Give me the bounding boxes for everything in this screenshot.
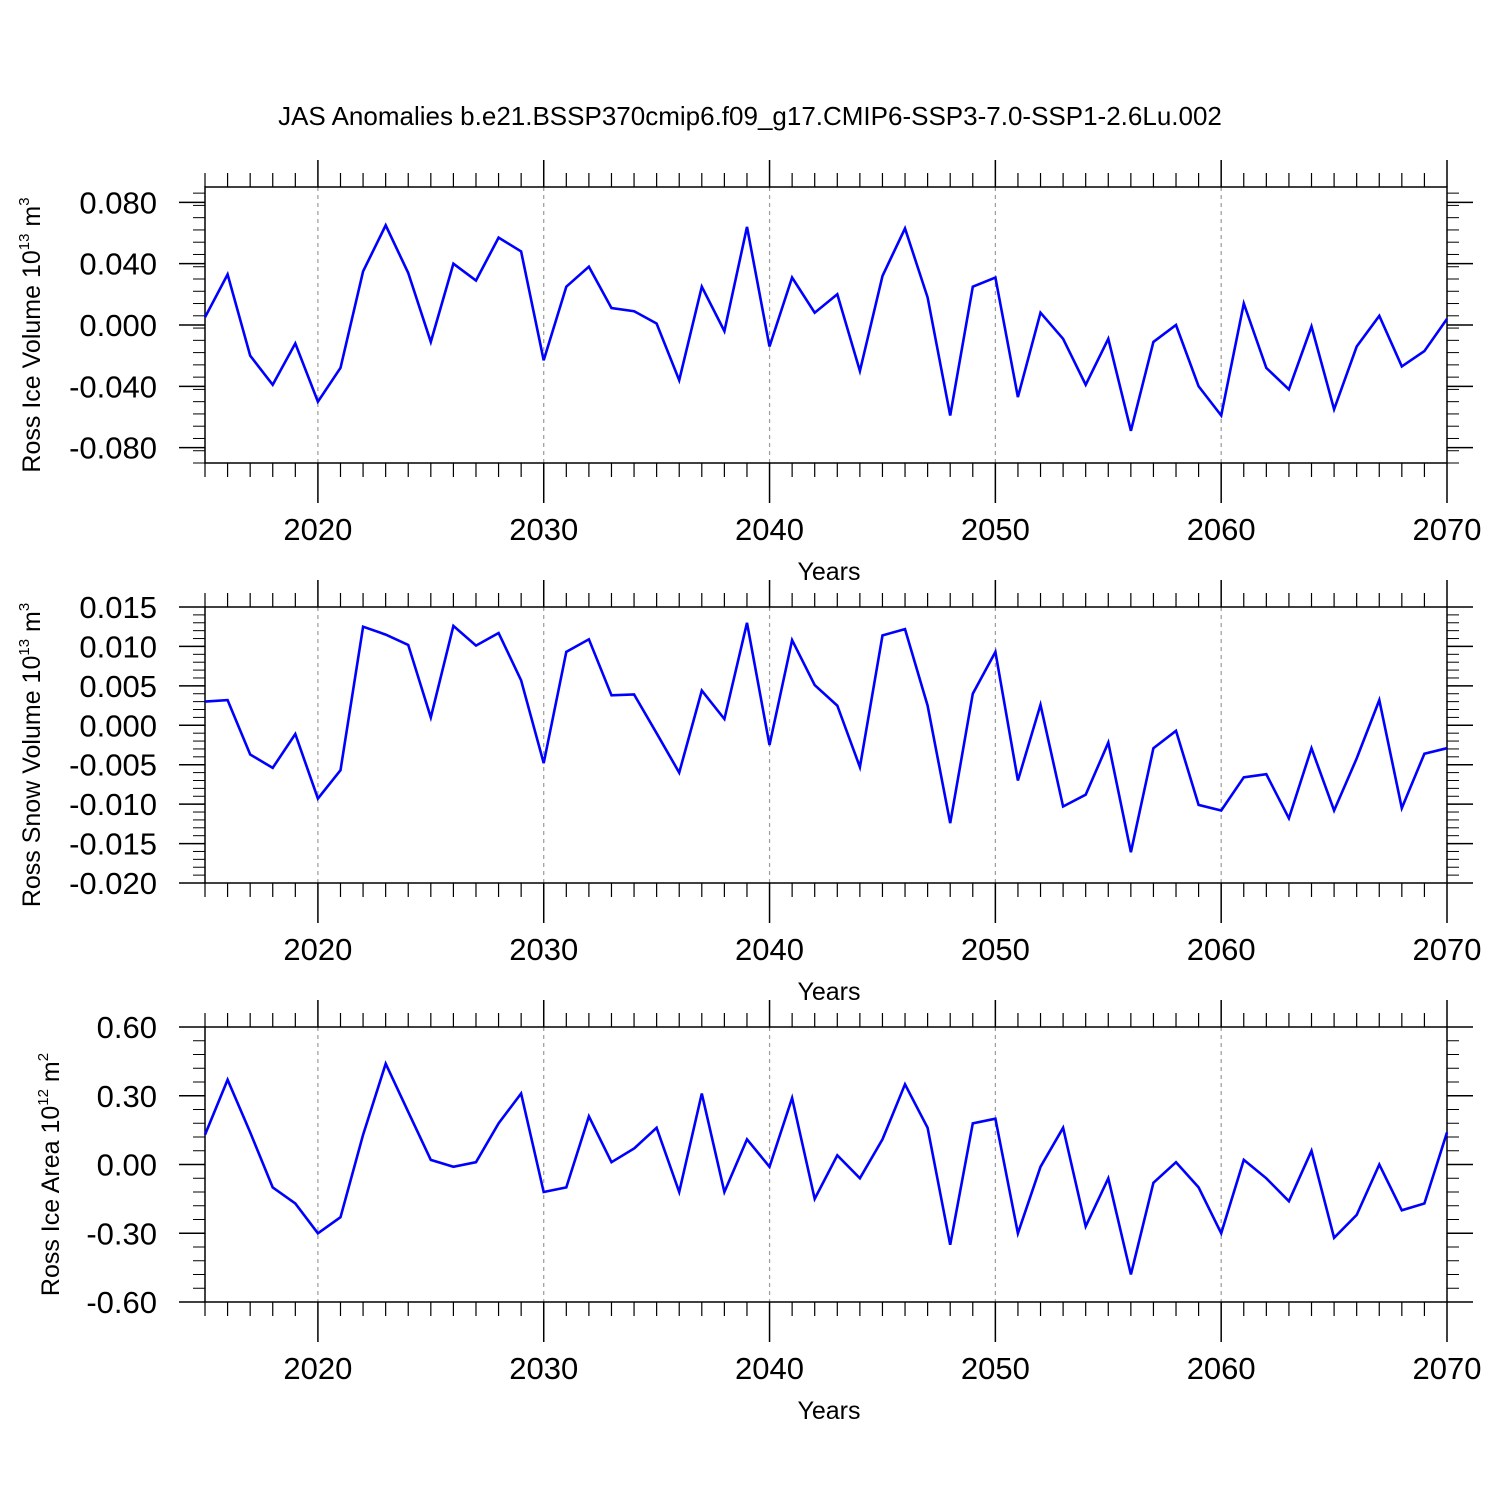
y-label-unit: m	[18, 611, 46, 639]
x-tick-label: 2030	[509, 1351, 578, 1386]
y-label-prefix: Ross Ice Area 10	[37, 1106, 65, 1296]
y-label-unit-exponent: 2	[35, 1053, 52, 1061]
y-tick-label: -0.60	[86, 1285, 157, 1320]
series-line	[203, 1060, 1449, 1275]
y-label-prefix: Ross Ice Volume 10	[18, 250, 46, 472]
y-tick-label: 0.080	[79, 185, 157, 220]
panel-3: 2020 2030 2040 2050 2060 2070 0.60 0.30 0.00 -0.3…	[35, 1000, 1481, 1425]
series-line	[204, 622, 1448, 853]
x-tick-label: 2060	[1187, 512, 1256, 547]
x-tick-label: 2070	[1413, 512, 1482, 547]
chart-panels: 2020 2030 2040 2050 2060 2070 0.080 0.040 0.000 -…	[16, 160, 1481, 1425]
y-label-exponent: 13	[16, 234, 33, 251]
x-tick-label: 2040	[735, 932, 804, 967]
y-tick-label: -0.015	[69, 827, 157, 862]
x-tick-label: 2040	[735, 1351, 804, 1386]
y-label-exponent: 12	[35, 1089, 52, 1106]
y-axis-label: Ross Snow Volume 1013 m3	[16, 603, 46, 907]
y-tick-label: -0.30	[86, 1216, 157, 1251]
y-tick-label: -0.040	[69, 369, 157, 404]
panel-2: 2020 2030 2040 2050 2060 2070 0.015 0.010 0.005 0…	[16, 580, 1481, 1006]
y-tick-label: 0.040	[79, 247, 157, 282]
x-axis-label: Years	[797, 978, 860, 1006]
plot-frame	[204, 186, 1448, 464]
x-tick-label: 2030	[509, 512, 578, 547]
plot-frame	[204, 1026, 1448, 1303]
y-tick-label: 0.00	[97, 1148, 157, 1183]
y-tick-label: 0.60	[97, 1010, 157, 1045]
x-tick-label: 2050	[961, 1351, 1030, 1386]
x-tick-label: 2050	[961, 512, 1030, 547]
x-tick-label: 2020	[283, 1351, 352, 1386]
y-tick-label: -0.010	[69, 787, 157, 822]
x-tick-label: 2070	[1413, 1351, 1482, 1386]
y-label-unit-exponent: 3	[16, 603, 33, 611]
y-tick-label: -0.020	[69, 866, 157, 901]
series-line	[203, 222, 1449, 432]
x-tick-label: 2030	[509, 932, 578, 967]
y-tick-label: 0.000	[79, 708, 157, 743]
chart-title: JAS Anomalies b.e21.BSSP370cmip6.f09_g17…	[278, 101, 1222, 131]
y-label-prefix: Ross Snow Volume 10	[18, 656, 46, 908]
x-tick-label: 2040	[735, 512, 804, 547]
y-label-unit-exponent: 3	[16, 197, 33, 205]
y-label-exponent: 13	[16, 639, 33, 656]
y-label-unit: m	[37, 1061, 65, 1089]
x-tick-label: 2060	[1187, 932, 1256, 967]
x-tick-label: 2050	[961, 932, 1030, 967]
y-tick-label: 0.005	[79, 669, 157, 704]
y-tick-label: 0.30	[97, 1079, 157, 1114]
y-tick-label: -0.080	[69, 431, 157, 466]
y-tick-label: 0.000	[79, 308, 157, 343]
y-axis-label: Ross Ice Volume 1013 m3	[16, 197, 46, 472]
x-tick-label: 2020	[283, 932, 352, 967]
y-tick-label: -0.005	[69, 748, 157, 783]
plot-frame	[204, 606, 1448, 884]
y-axis-label: Ross Ice Area 1012 m2	[35, 1053, 65, 1296]
x-tick-label: 2070	[1413, 932, 1482, 967]
y-label-unit: m	[18, 206, 46, 234]
x-axis-label: Years	[797, 1397, 860, 1425]
panel-1: 2020 2030 2040 2050 2060 2070 0.080 0.040 0.000 -…	[16, 160, 1481, 586]
y-tick-label: 0.010	[79, 629, 157, 664]
x-axis-label: Years	[797, 558, 860, 586]
y-tick-label: 0.015	[79, 590, 157, 625]
x-tick-label: 2060	[1187, 1351, 1256, 1386]
x-tick-label: 2020	[283, 512, 352, 547]
